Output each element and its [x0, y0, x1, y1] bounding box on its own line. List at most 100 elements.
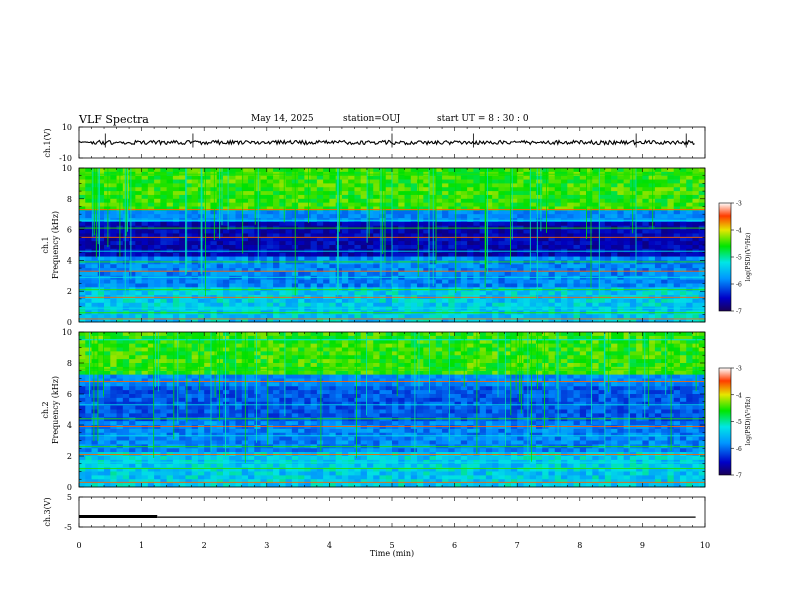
spectrogram-cell [636, 347, 643, 352]
spectrogram-cell [273, 256, 280, 261]
spectrogram-cell [323, 206, 330, 211]
spectrogram-cell [392, 306, 399, 311]
station-label: station=OUJ [343, 114, 401, 124]
spectrogram-cell [423, 194, 430, 200]
spectrogram-cell [229, 229, 236, 234]
spectrogram-cell [154, 260, 161, 265]
spectrogram-cell [172, 314, 180, 319]
spectrogram-cell [523, 233, 531, 238]
spectrogram-cell [467, 245, 474, 250]
spectrogram-cell [273, 351, 280, 356]
spectrogram-cell [686, 335, 693, 341]
spectrogram-cell [335, 351, 343, 356]
spectrogram-cell [642, 221, 650, 227]
spectrogram-cell [222, 275, 230, 281]
spectrogram-cell [154, 241, 161, 246]
spectrogram-cell [579, 335, 587, 341]
spectrogram-cell [304, 237, 312, 242]
spectrogram-cell [479, 314, 487, 319]
spectrogram-cell [135, 252, 142, 257]
spectrogram-cell [679, 314, 687, 319]
spectrogram-cell [204, 306, 211, 311]
spectrogram-cell [229, 268, 236, 273]
spectrogram-cell [692, 187, 700, 192]
spectrogram-cell [698, 351, 706, 356]
spectrogram-cell [561, 206, 568, 211]
spectrogram-cell [554, 268, 562, 273]
spectrogram-cell [548, 187, 556, 192]
spectrogram-cell [654, 221, 662, 227]
spectrogram-cell [654, 339, 662, 345]
spectrogram-cell [617, 252, 625, 257]
spectrogram-cell [573, 339, 581, 345]
spectrogram-cell [204, 221, 211, 227]
spectrogram-cell [373, 168, 380, 173]
spectrogram-cell [385, 241, 393, 246]
spectrogram-cell [110, 351, 117, 356]
spectrogram-cell [579, 168, 587, 173]
spectrogram-cell [686, 347, 693, 352]
spectrogram-cell [423, 233, 430, 238]
spectrogram-cell [235, 351, 243, 356]
spectrogram-cell [216, 256, 224, 261]
spectrogram-cell [104, 252, 111, 257]
spectrogram-cell [141, 183, 149, 188]
spectrogram-cell [579, 275, 587, 281]
spectrogram-cell [554, 306, 562, 311]
spectrogram-cell [479, 237, 487, 242]
spectrogram-cell [273, 191, 280, 196]
spectrogram-cell [360, 175, 368, 180]
spectrogram-cell [617, 302, 625, 307]
spectrogram-cell [129, 363, 136, 368]
spectrogram-cell [673, 318, 681, 323]
spectrogram-cell [567, 363, 574, 368]
spectrogram-cell [122, 264, 130, 269]
spectrogram-cell [442, 347, 449, 352]
spectrogram-cell [692, 191, 700, 196]
spectrogram-cell [254, 252, 261, 257]
spectrogram-cell [510, 339, 518, 345]
spectrogram-cell [617, 179, 625, 184]
spectrogram-cell [673, 229, 681, 234]
spectrogram-cell [567, 343, 574, 348]
spectrogram-cell [604, 268, 612, 273]
spectrogram-cell [460, 179, 468, 184]
spectrogram-cell [79, 291, 86, 296]
spectrogram-cell [448, 233, 455, 238]
spectrogram-cell [642, 237, 650, 242]
spectrogram-cell [160, 359, 168, 364]
spectrogram-cell [448, 306, 455, 311]
spectrogram-cell [604, 279, 612, 284]
spectrogram-cell [341, 175, 349, 180]
spectrogram-cell [686, 233, 693, 238]
spectrogram-cell [554, 191, 562, 196]
spectrogram-cell [172, 241, 180, 246]
spectrogram-cell [554, 256, 562, 261]
spectrogram-cell [335, 314, 343, 319]
spectrogram-cell [523, 339, 531, 345]
spectrogram-cell [498, 351, 506, 356]
spectrogram-cell [435, 233, 443, 238]
spectrogram-cell [429, 339, 437, 345]
spectrogram-cell [636, 256, 643, 261]
spectrogram-cell [160, 245, 168, 250]
spectrogram-cell [467, 202, 474, 207]
spectrogram-cell [216, 332, 224, 337]
spectrogram-cell [254, 332, 261, 337]
spectrogram-cell [561, 279, 568, 284]
spectrogram-cell [492, 175, 499, 180]
spectrogram-cell [273, 252, 280, 257]
spectrogram-cell [648, 347, 656, 352]
spectrogram-cell [467, 355, 474, 360]
spectrogram-cell [629, 245, 637, 250]
spectrogram-cell [110, 298, 117, 304]
spectrogram-cell [379, 332, 387, 337]
spectrogram-cell [598, 183, 606, 188]
spectrogram-cell [586, 306, 593, 311]
spectrogram-cell [385, 275, 393, 281]
spectrogram-cell [147, 260, 155, 265]
spectrogram-cell [535, 260, 543, 265]
spectrogram-cell [191, 347, 199, 352]
spectrogram-cell [510, 314, 518, 319]
spectrogram-cell [698, 306, 706, 311]
